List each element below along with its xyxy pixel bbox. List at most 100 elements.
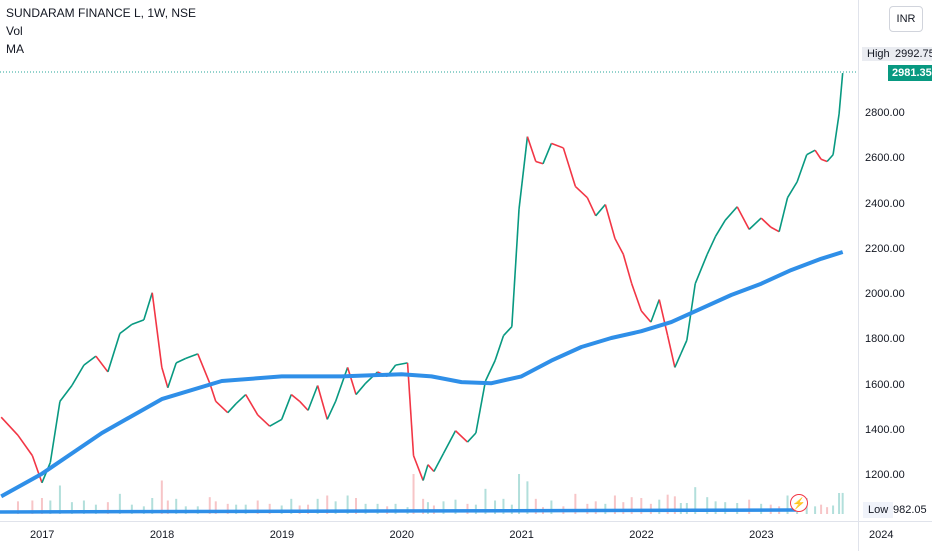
volume-legend[interactable]: Vol (6, 24, 23, 38)
price-segment (0, 416, 19, 436)
price-segment (826, 154, 834, 163)
volume-bar (364, 503, 367, 514)
volume-bar (40, 498, 43, 514)
volume-bar (334, 501, 337, 514)
volume-bar (130, 504, 133, 514)
ma-line (0, 250, 844, 499)
volume-bar (622, 502, 625, 514)
volume-bar (630, 497, 633, 514)
price-segment (299, 400, 309, 411)
volume-bar (106, 502, 109, 514)
time-tick-label: 2022 (629, 529, 654, 541)
volume-bar (412, 474, 415, 514)
volume-bar (235, 504, 238, 514)
volume-bar (16, 501, 19, 514)
volume-bar (256, 500, 259, 514)
price-segment (562, 147, 577, 187)
volume-bar (160, 480, 163, 514)
volume-bar (594, 501, 597, 514)
price-segment (433, 453, 445, 472)
price-segment (542, 143, 553, 165)
price-segment (95, 355, 109, 373)
price-tick-label: 1600.00 (865, 378, 905, 391)
volume-bar (714, 501, 717, 514)
time-tick-label: 2017 (29, 529, 55, 541)
price-segment (454, 430, 469, 443)
volume-bar (814, 506, 817, 514)
lightning-icon[interactable]: ⚡ (790, 494, 808, 512)
time-tick-label: 2019 (269, 529, 295, 541)
volume-bar (640, 498, 643, 514)
volume-bar (346, 495, 349, 514)
time-tick-label: 2023 (749, 529, 774, 541)
price-segment (245, 394, 259, 416)
price-segment (466, 432, 477, 443)
volume-bar (786, 495, 789, 514)
price-segment (197, 353, 211, 384)
chart-plot-area[interactable] (0, 0, 858, 521)
price-tick-label: 1400.00 (865, 423, 905, 436)
price-segment (185, 353, 199, 360)
volume-bar (685, 503, 688, 514)
price-segment (307, 385, 319, 411)
volume-bar (679, 503, 682, 514)
price-segment (838, 72, 844, 115)
price-segment (484, 360, 496, 382)
volume-bar (502, 498, 505, 514)
volume-bar (550, 500, 553, 514)
volume-bar (214, 501, 217, 514)
price-segment (422, 464, 429, 481)
time-tick-label: 2018 (149, 529, 175, 541)
price-segment (502, 326, 513, 337)
price-segment (346, 367, 357, 395)
volume-bar (666, 494, 669, 514)
price-segment (49, 401, 61, 463)
volume-bar (484, 488, 487, 514)
currency-button[interactable]: INR (889, 6, 923, 32)
price-segment (31, 455, 43, 484)
volume-bar (268, 503, 271, 514)
price-segment (622, 254, 633, 284)
volume-bar (748, 499, 751, 514)
volume-bar (838, 493, 841, 514)
price-tick-label: 2600.00 (865, 152, 905, 165)
volume-bar (826, 507, 829, 514)
price-segment (786, 181, 798, 199)
price-segment (427, 464, 435, 473)
price-segment (227, 403, 237, 414)
axis-corner (858, 521, 932, 551)
volume-bar (841, 492, 844, 514)
price-segment (650, 299, 661, 323)
price-segment (535, 160, 544, 165)
volume-bar (534, 498, 537, 514)
price-axis[interactable]: 1200.00 1400.00 1600.00 1800.00 2000.00 2200.… (858, 0, 932, 521)
volume-bar (49, 500, 52, 514)
volume-bar (58, 485, 61, 514)
price-segment (151, 292, 163, 368)
price-segment (778, 197, 789, 232)
price-segment (820, 158, 828, 163)
price-segment (406, 362, 415, 456)
price-segment (604, 204, 616, 239)
price-segment (680, 339, 688, 355)
ma-legend[interactable]: MA (6, 42, 24, 56)
price-segment (526, 136, 537, 162)
low-label: Low (863, 502, 894, 518)
price-segment (706, 235, 717, 255)
price-segment (395, 362, 408, 366)
volume-bar (244, 504, 247, 514)
price-segment (748, 217, 762, 230)
volume-bar (526, 481, 529, 514)
price-segment (586, 197, 597, 217)
price-segment (175, 357, 187, 364)
volume-bar (613, 495, 616, 514)
volume-bar (658, 499, 661, 514)
price-segment (143, 292, 153, 321)
price-segment (694, 253, 708, 284)
volume-bar (118, 493, 121, 514)
volume-bar (226, 503, 229, 514)
time-axis[interactable]: 2017 2018 2019 2020 2021 2022 2023 2024 (0, 521, 894, 551)
price-segment (832, 113, 840, 155)
last-price-tag: 2981.35 (888, 65, 932, 81)
price-chart[interactable] (0, 0, 858, 521)
